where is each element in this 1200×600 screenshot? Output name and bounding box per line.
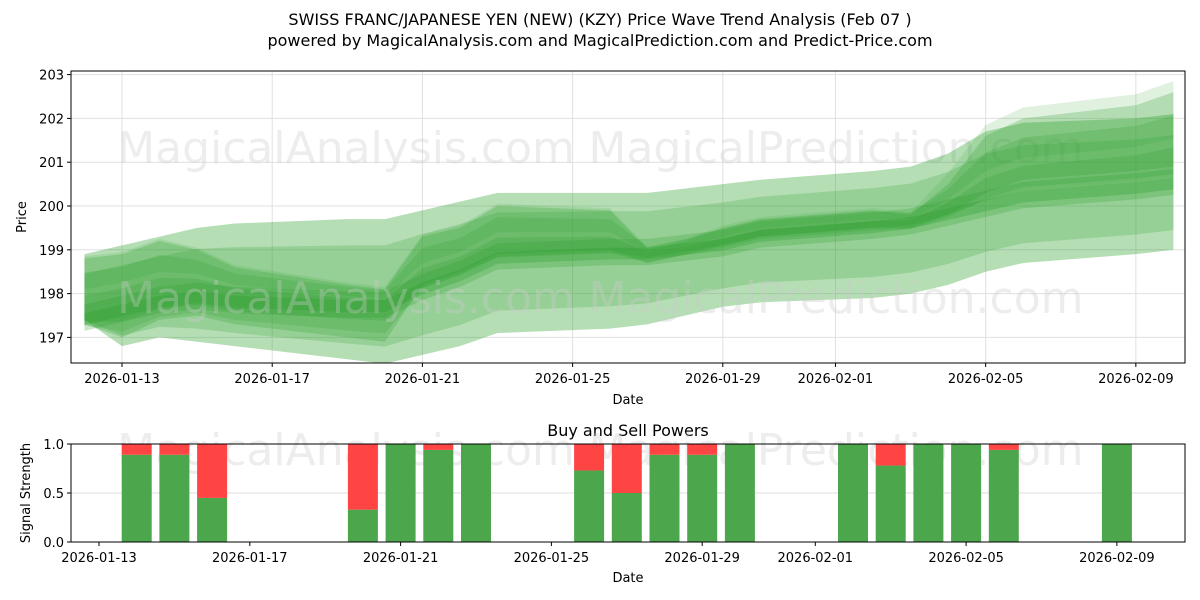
- signal-y-ticks: 0.0 0.5 1.0: [43, 438, 71, 551]
- buy-bar: [951, 444, 982, 542]
- price-axes-frame: [70, 70, 1186, 364]
- price-x-tick-label: 2026-01-29: [685, 372, 761, 387]
- signal-y-tick-label: 0.5: [43, 487, 64, 502]
- watermark-prediction-top: MagicalPrediction.com: [589, 123, 1084, 174]
- price-y-tick-label: 203: [39, 69, 64, 84]
- buy-bar: [461, 444, 491, 542]
- price-x-axis-label: Date: [612, 393, 643, 408]
- signal-x-axis-label: Date: [612, 571, 643, 586]
- sell-bar: [649, 444, 680, 455]
- buy-sell-panel: Buy and Sell Powers MagicalAnalysis.com …: [19, 421, 1186, 586]
- chart-title: SWISS FRANC/JAPANESE YEN (NEW) (KZY) Pri…: [288, 10, 912, 29]
- buy-bar: [121, 454, 152, 542]
- signal-x-tick-label: 2026-01-21: [363, 551, 439, 566]
- price-y-ticks: 197 198 199 200 201 202 203: [39, 69, 71, 346]
- signal-x-tick-label: 2026-02-09: [1079, 551, 1155, 566]
- chart-subtitle: powered by MagicalAnalysis.com and Magic…: [267, 31, 933, 50]
- buy-bar: [385, 444, 416, 542]
- price-x-tick-label: 2026-02-05: [948, 372, 1024, 387]
- price-y-tick-label: 201: [39, 156, 64, 171]
- price-wave-band: [84, 92, 1174, 342]
- price-wave-band: [84, 147, 1174, 322]
- buy-bar: [347, 509, 378, 542]
- sell-bar: [121, 444, 152, 455]
- buy-bar: [687, 454, 718, 542]
- buy-bar: [649, 454, 680, 542]
- buy-bar: [159, 454, 190, 542]
- buy-sell-bars: [121, 444, 1132, 542]
- price-y-tick-label: 199: [39, 244, 64, 259]
- price-x-tick-label: 2026-01-21: [385, 372, 461, 387]
- price-y-tick-label: 197: [39, 331, 64, 346]
- watermark-prediction-mid: MagicalPrediction.com: [589, 273, 1084, 324]
- price-x-tick-label: 2026-01-13: [84, 372, 160, 387]
- signal-x-ticks: 2026-01-13 2026-01-17 2026-01-21 2026-01-25…: [61, 542, 1155, 566]
- price-wave-bands: [84, 81, 1174, 363]
- price-wave-band: [84, 115, 1174, 334]
- price-x-tick-label: 2026-02-01: [798, 372, 874, 387]
- price-x-tick-label: 2026-01-25: [535, 372, 611, 387]
- buy-bar: [724, 444, 755, 542]
- signal-x-tick-label: 2026-02-01: [778, 551, 854, 566]
- price-y-axis-label: Price: [15, 201, 30, 233]
- buy-bar: [197, 497, 228, 542]
- price-wave-band: [84, 168, 1174, 331]
- price-wave-panel: MagicalAnalysis.com MagicalPrediction.co…: [15, 69, 1186, 408]
- sell-bar: [687, 444, 718, 455]
- sell-bar: [347, 444, 378, 510]
- buy-bar: [423, 449, 454, 542]
- sell-bar: [423, 444, 454, 450]
- price-wave-band: [84, 114, 1174, 363]
- price-x-tick-label: 2026-02-09: [1098, 372, 1174, 387]
- watermark-analysis-bottom: MagicalAnalysis.com: [117, 425, 575, 476]
- signal-x-tick-label: 2026-01-13: [61, 551, 137, 566]
- buy-bar: [611, 493, 642, 542]
- price-wave-band: [84, 135, 1174, 347]
- price-x-ticks: 2026-01-13 2026-01-17 2026-01-21 2026-01-25…: [84, 363, 1174, 387]
- signal-y-tick-label: 1.0: [43, 438, 64, 453]
- buy-bar: [875, 465, 906, 542]
- sell-bar: [197, 444, 228, 498]
- sell-bar: [875, 444, 906, 466]
- signal-x-tick-label: 2026-01-29: [664, 551, 740, 566]
- sell-bar: [611, 444, 642, 493]
- sell-bar: [988, 444, 1019, 450]
- price-wave-band: [84, 177, 1174, 326]
- sell-bar: [574, 444, 605, 471]
- signal-x-tick-label: 2026-01-17: [212, 551, 288, 566]
- watermark-analysis-mid: MagicalAnalysis.com: [117, 273, 575, 324]
- buy-sell-title: Buy and Sell Powers: [547, 421, 709, 440]
- price-y-tick-label: 200: [39, 200, 64, 215]
- buy-bar: [913, 444, 944, 542]
- buy-bar: [1101, 444, 1132, 542]
- buy-bar: [574, 470, 605, 542]
- price-grid: [71, 71, 1185, 363]
- sell-bar: [159, 444, 190, 455]
- price-y-tick-label: 198: [39, 288, 64, 303]
- price-y-tick-label: 202: [39, 112, 64, 127]
- signal-x-tick-label: 2026-02-05: [928, 551, 1004, 566]
- watermark-analysis-top: MagicalAnalysis.com: [117, 123, 575, 174]
- signal-y-axis-label: Signal Strength: [19, 443, 34, 543]
- signal-y-tick-label: 0.0: [43, 536, 64, 551]
- price-x-tick-label: 2026-01-17: [234, 372, 310, 387]
- buy-bar: [988, 449, 1019, 542]
- signal-x-tick-label: 2026-01-25: [514, 551, 590, 566]
- price-wave-band: [84, 81, 1174, 298]
- buy-bar: [838, 444, 868, 542]
